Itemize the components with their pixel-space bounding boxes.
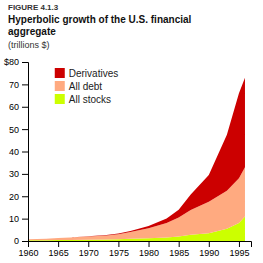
legend: Derivatives All debt All stocks [55, 68, 118, 105]
tick-mark [22, 241, 28, 242]
tick-label: 1965 [49, 248, 69, 258]
tick: 0 [14, 236, 28, 246]
tick-mark [22, 174, 28, 175]
tick-label: 1985 [169, 248, 189, 258]
tick-mark [209, 241, 210, 247]
tick-mark [22, 129, 28, 130]
y-axis: 0 10 20 30 40 50 60 70 $80 [4, 57, 29, 246]
tick-mark [88, 241, 89, 247]
tick-label: 50 [9, 125, 19, 135]
tick: 50 [9, 125, 28, 135]
tick-mark [22, 62, 28, 63]
axis-line [29, 242, 252, 248]
tick-mark [22, 219, 28, 220]
tick: 70 [9, 80, 28, 90]
tick-label: 1990 [199, 248, 219, 258]
tick: $80 [4, 57, 28, 67]
tick: 1965 [49, 241, 69, 258]
plot: 1960 1965 1970 1975 1980 1985 1990 1995 0 10 20 30 4… [4, 57, 252, 258]
legend-label: All stocks [69, 94, 111, 105]
tick-label: 20 [9, 192, 19, 202]
title: Hyperbolic growth of the U.S. financiala… [8, 14, 192, 37]
tick: 1990 [199, 241, 219, 258]
tick-label: 40 [9, 147, 19, 157]
area [28, 78, 245, 240]
tick-mark [58, 241, 59, 247]
tick: 60 [9, 102, 28, 112]
tick-label: 70 [9, 80, 19, 90]
tick: 10 [9, 214, 28, 224]
chart: FIGURE 4.1.3 Hyperbolic growth of the U.S… [0, 0, 263, 263]
tick: 20 [9, 192, 28, 202]
tick: 1995 [229, 241, 249, 258]
tick-mark [22, 107, 28, 108]
tick-label: $80 [4, 57, 19, 67]
tick-mark [22, 84, 28, 85]
tick-label: 10 [9, 214, 19, 224]
legend-swatch [55, 81, 65, 91]
tick-label: 1980 [139, 248, 159, 258]
tick: 1975 [109, 241, 129, 258]
tick: 30 [9, 169, 28, 179]
tick-label: 0 [14, 236, 19, 246]
tick: 1985 [169, 241, 189, 258]
areas [28, 78, 245, 241]
tick-label: 1995 [229, 248, 249, 258]
tick-label: 30 [9, 169, 19, 179]
legend-swatch [55, 94, 65, 104]
tick-mark [22, 152, 28, 153]
subtitle: (trillions $) [8, 40, 50, 50]
tick-mark [179, 241, 180, 247]
x-axis: 1960 1965 1970 1975 1980 1985 1990 1995 [18, 241, 251, 258]
annotation: FIGURE 4.1.3 [8, 3, 59, 12]
tick-mark [239, 241, 240, 247]
legend-item: Derivatives [55, 68, 118, 79]
tick-label: 1970 [79, 248, 99, 258]
tick-label: 1975 [109, 248, 129, 258]
tick: 1970 [79, 241, 99, 258]
axis-line [22, 63, 29, 242]
legend-swatch [55, 68, 65, 78]
tick-label: 60 [9, 102, 19, 112]
tick-mark [118, 241, 119, 247]
legend-label: All debt [69, 81, 103, 92]
legend-item: All debt [55, 81, 103, 92]
legend-item: All stocks [55, 94, 111, 105]
legend-label: Derivatives [69, 68, 118, 79]
tick-mark [22, 196, 28, 197]
tick: 1980 [139, 241, 159, 258]
tick: 40 [9, 147, 28, 157]
tick-mark [149, 241, 150, 247]
tick-label: 1960 [18, 248, 38, 258]
tick: 1960 [18, 241, 38, 258]
